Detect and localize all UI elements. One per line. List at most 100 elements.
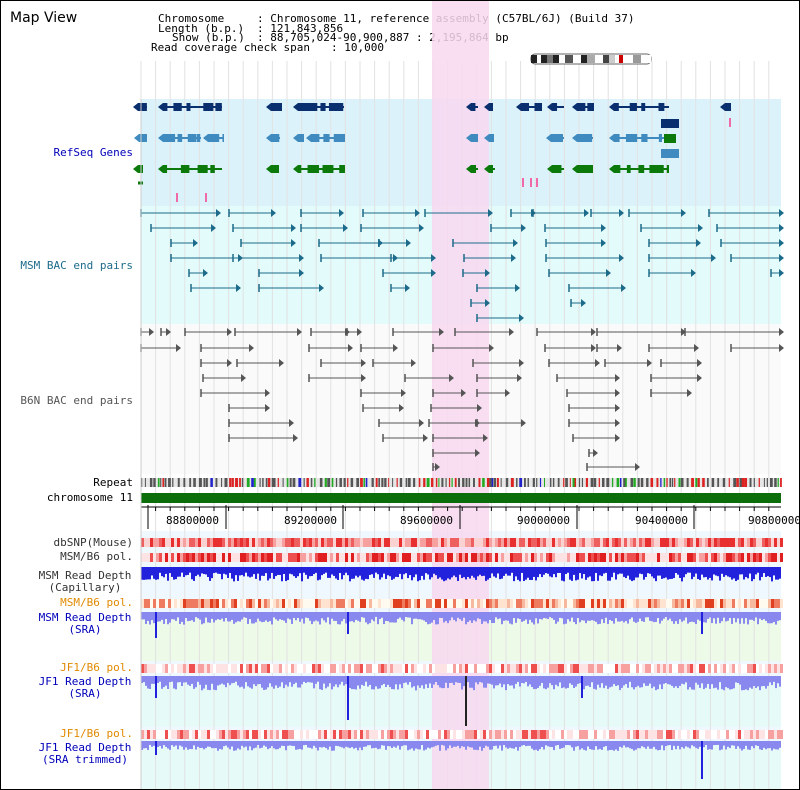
msm-capillary-depth-bar <box>431 567 433 578</box>
jf1-sra-depth-bar <box>497 676 499 686</box>
jf1-trimmed-depth-bar <box>151 741 153 747</box>
dbsnp-cell <box>543 538 546 547</box>
msm-b6-pol-cell <box>273 599 276 608</box>
jf1-sra-depth-bar <box>765 676 767 689</box>
jf1-trimmed-depth-bar <box>495 741 497 746</box>
dbsnp-cell <box>672 538 675 547</box>
msm-capillary-depth-bar <box>435 567 437 576</box>
dbsnp-cell <box>690 538 693 547</box>
msm-sra-depth-bar <box>247 612 249 624</box>
jf1-b6-pol-cell <box>747 730 750 739</box>
repeat-element <box>462 478 465 487</box>
repeat-element <box>468 478 471 487</box>
track-label-msm-depth-sra[interactable]: MSM Read Depth (SRA) <box>31 612 139 636</box>
jf1-b6-pol-cell <box>711 664 714 673</box>
jf1-b6-pol-cell <box>381 664 384 673</box>
jf1-b6-pol-cell <box>777 664 780 673</box>
msm-bac-pair-end <box>779 224 784 232</box>
track-label-refseq[interactable]: RefSeq Genes <box>53 146 133 159</box>
msm-sra-depth-bar <box>343 612 345 619</box>
msm-sra-depth-bar <box>221 612 223 619</box>
jf1-b6-pol-cell <box>192 664 195 673</box>
jf1-sra-depth-bar <box>169 676 171 683</box>
track-label-jf1-b6-pol-2[interactable]: JF1/B6 pol. <box>60 727 133 740</box>
msm-capillary-depth-bar <box>243 567 245 577</box>
jf1-trimmed-depth-bar <box>517 741 519 751</box>
jf1-b6-pol-cell <box>498 730 501 739</box>
b6n-bac-pair-end <box>475 449 480 457</box>
msm-b6-pol-cell <box>264 599 267 608</box>
jf1-trimmed-depth-bar <box>309 741 311 748</box>
repeat-element <box>229 478 232 487</box>
jf1-b6-pol-cell <box>699 664 702 673</box>
msm-b6-pol-cell <box>699 553 702 562</box>
track-label-jf1-depth-trimmed[interactable]: JF1 Read Depth (SRA trimmed) <box>31 742 139 766</box>
msm-b6-pol-cell <box>384 553 387 562</box>
track-label-jf1-b6-pol-1[interactable]: JF1/B6 pol. <box>60 661 133 674</box>
track-label-repeat[interactable]: Repeat <box>93 476 133 489</box>
jf1-trimmed-depth-bar <box>773 741 775 749</box>
msm-sra-depth-bar <box>219 612 221 620</box>
b6n-bac-pair-end <box>361 374 366 382</box>
track-label-dbsnp[interactable]: dbSNP(Mouse) <box>53 536 133 549</box>
msm-sra-depth-bar <box>759 612 761 619</box>
msm-capillary-depth-bar <box>445 567 447 581</box>
dbsnp-cell <box>159 538 162 547</box>
jf1-b6-pol-cell <box>366 664 369 673</box>
jf1-sra-depth-bar <box>145 676 147 686</box>
jf1-trimmed-depth-bar <box>177 741 179 750</box>
track-label-msm-b6-pol-2[interactable]: MSM/B6 pol. <box>60 596 133 609</box>
refseq-gene-exon <box>614 103 619 111</box>
jf1-trimmed-depth-bar <box>427 741 429 748</box>
jf1-sra-depth-bar <box>403 676 405 683</box>
jf1-trimmed-depth-bar <box>341 741 343 748</box>
msm-capillary-depth-bar <box>763 567 765 574</box>
msm-b6-pol-cell <box>417 553 420 562</box>
refseq-gene-exon <box>307 103 318 111</box>
refseq-gene-exon <box>577 134 587 142</box>
msm-sra-depth-bar <box>525 612 527 620</box>
dbsnp-cell <box>276 538 279 547</box>
jf1-b6-pol-cell <box>609 730 612 739</box>
track-label-msm-depth-cap[interactable]: MSM Read Depth (Capillary) <box>31 570 139 594</box>
jf1-b6-pol-cell <box>744 664 747 673</box>
jf1-trimmed-depth-bar <box>771 741 773 751</box>
dbsnp-cell <box>765 538 768 547</box>
msm-capillary-depth-bar <box>195 567 197 577</box>
refseq-gene-exon <box>187 134 197 142</box>
msm-sra-depth-bar <box>389 612 391 623</box>
msm-b6-pol-cell <box>432 599 435 608</box>
dbsnp-cell <box>231 538 234 547</box>
jf1-b6-pol-cell <box>435 730 438 739</box>
msm-b6-pol-cell <box>684 599 687 608</box>
track-label-b6n-bac[interactable]: B6N BAC end pairs <box>20 394 133 407</box>
msm-capillary-depth-bar <box>165 567 167 574</box>
msm-capillary-depth-bar <box>719 567 721 581</box>
jf1-trimmed-depth-bar <box>243 741 245 748</box>
track-label-jf1-depth-sra[interactable]: JF1 Read Depth (SRA) <box>31 676 139 700</box>
jf1-trimmed-depth-bar <box>451 741 453 748</box>
jf1-trimmed-depth-bar <box>437 741 439 746</box>
jf1-sra-depth-bar <box>769 676 771 683</box>
jf1-sra-depth-bar <box>241 676 243 687</box>
msm-capillary-depth-bar <box>673 567 675 579</box>
jf1-trimmed-depth-bar <box>161 741 163 749</box>
jf1-b6-pol-cell <box>408 730 411 739</box>
jf1-sra-depth-bar <box>469 676 471 688</box>
jf1-sra-depth-bar <box>463 676 465 687</box>
track-label-msm-bac[interactable]: MSM BAC end pairs <box>20 259 133 272</box>
msm-b6-pol-cell <box>156 553 159 562</box>
dbsnp-cell <box>657 538 660 547</box>
msm-b6-pol-cell <box>150 599 153 608</box>
track-label-msm-b6-pol-1[interactable]: MSM/B6 pol. <box>60 550 133 563</box>
dbsnp-cell <box>756 538 759 547</box>
msm-bac-pair-end <box>513 239 518 247</box>
jf1-b6-pol-cell <box>531 664 534 673</box>
jf1-trimmed-depth-bar <box>343 741 345 749</box>
msm-b6-pol-cell <box>162 599 165 608</box>
jf1-sra-depth-bar <box>759 676 761 691</box>
jf1-sra-depth-bar <box>553 676 555 690</box>
jf1-trimmed-depth-bar <box>357 741 359 751</box>
msm-capillary-depth-bar <box>753 567 755 580</box>
